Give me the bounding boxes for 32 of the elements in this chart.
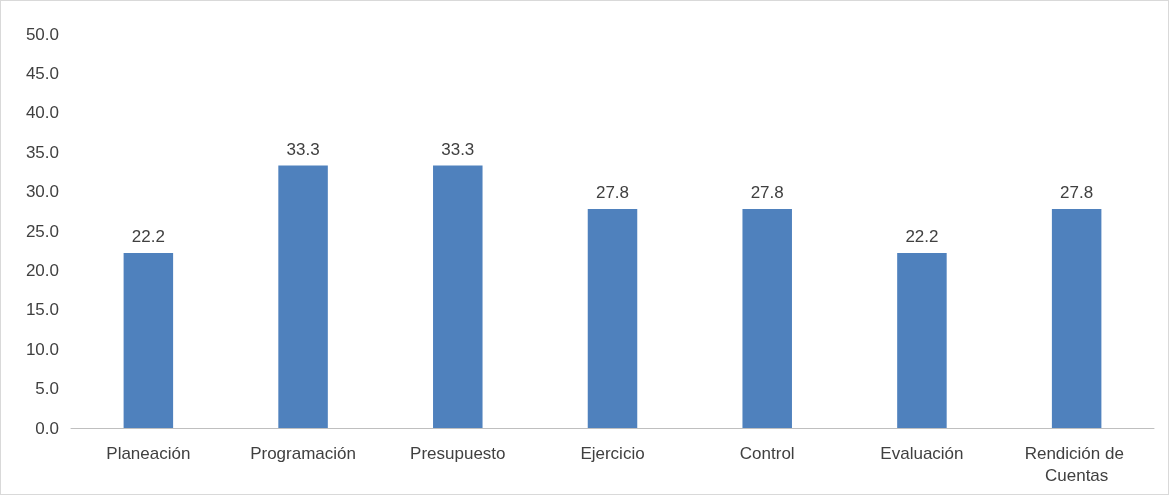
y-tick-label: 20.0: [25, 260, 59, 280]
data-label: 33.3: [286, 139, 320, 159]
x-tick-label: Evaluación: [880, 443, 964, 463]
bar: [1051, 208, 1102, 428]
bar: [742, 208, 792, 428]
x-tick-label: Rendición de Cuentas: [1024, 443, 1129, 485]
x-tick-label: Planeación: [106, 443, 191, 463]
y-tick-label: 40.0: [25, 103, 59, 123]
y-tick-label: 25.0: [25, 221, 59, 241]
x-tick-label: Ejercicio: [580, 443, 645, 463]
x-tick-label: Control: [739, 443, 795, 463]
data-label: 22.2: [905, 227, 939, 247]
y-tick-label: 50.0: [25, 24, 59, 44]
x-tick-label: Presupuesto: [410, 443, 506, 463]
bar: [897, 253, 947, 428]
bar: [278, 165, 328, 428]
data-label: 27.8: [1060, 182, 1094, 202]
data-label: 22.2: [131, 227, 165, 247]
y-tick-label: 5.0: [35, 379, 59, 399]
bar: [123, 253, 174, 428]
y-tick-label: 35.0: [25, 142, 59, 162]
data-label: 27.8: [750, 182, 784, 202]
bar: [587, 208, 638, 428]
data-label: 33.3: [441, 139, 475, 159]
y-tick-label: 0.0: [35, 418, 59, 438]
data-label: 27.8: [595, 182, 630, 202]
bar: [433, 165, 483, 428]
y-tick-label: 15.0: [25, 300, 59, 320]
y-tick-label: 10.0: [25, 339, 59, 359]
y-tick-label: 30.0: [25, 182, 59, 202]
y-tick-label: 45.0: [25, 63, 59, 83]
x-tick-label: Programación: [250, 443, 356, 463]
